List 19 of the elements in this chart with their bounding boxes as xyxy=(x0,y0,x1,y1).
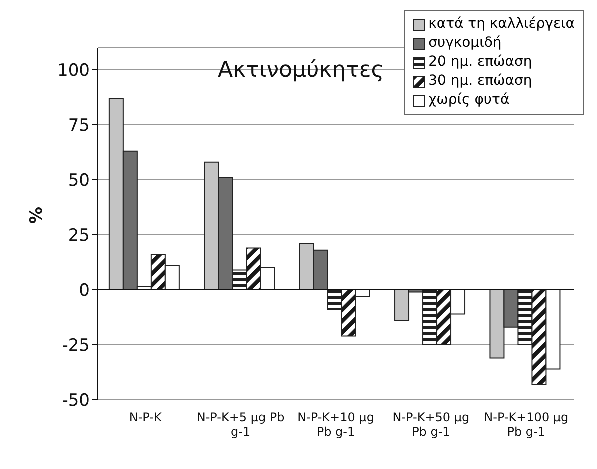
x-tick-label: N-P-K xyxy=(129,410,163,425)
y-tick-label: 0 xyxy=(79,281,90,302)
legend-label: χωρίς φυτά xyxy=(428,91,510,110)
y-tick-label: -50 xyxy=(62,391,90,412)
x-tick-label: N-P-K+10 μg Pb g-1 xyxy=(298,410,374,439)
y-axis-title: % xyxy=(27,206,48,224)
legend-label: 20 ημ. επώαση xyxy=(428,53,532,72)
legend-label: συγκομιδή xyxy=(428,34,502,53)
text: Ακτινομύκητες xyxy=(218,58,384,83)
y-tick-label: 25 xyxy=(68,226,90,246)
y-tick-label: 75 xyxy=(68,116,90,136)
x-tick-label: N-P-K+100 μg Pb g-1 xyxy=(484,410,569,439)
y-tick-label: 50 xyxy=(68,171,90,192)
legend-label: κατά τη καλλιέργεια xyxy=(428,15,575,34)
x-tick-label: N-P-K+5 μg Pb g-1 xyxy=(196,410,285,439)
legend-label: 30 ημ. επώαση xyxy=(428,72,532,91)
y-tick-label: -25 xyxy=(62,336,90,356)
y-tick-label: 100 xyxy=(58,61,90,82)
x-tick-label: N-P-K+50 μg Pb g-1 xyxy=(392,410,470,439)
